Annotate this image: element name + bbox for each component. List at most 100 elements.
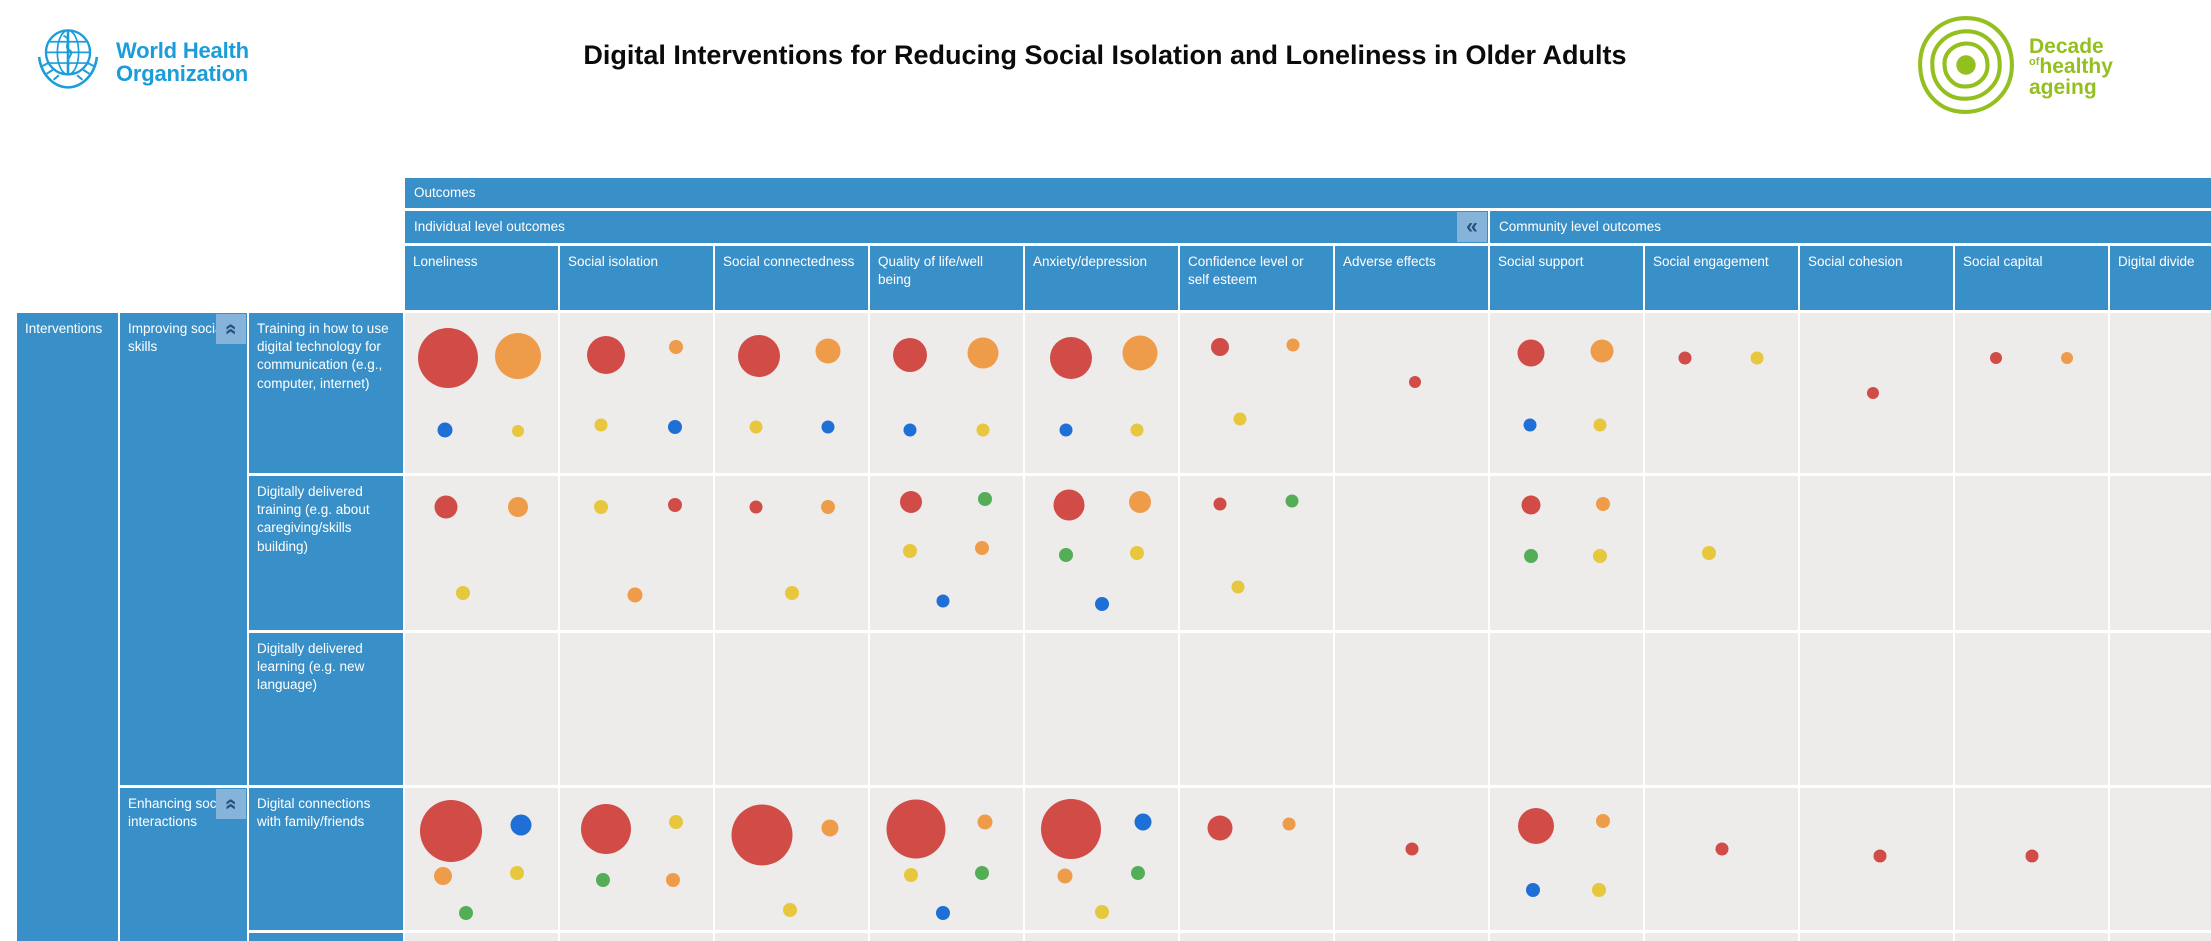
collapse-group-button[interactable]: « xyxy=(216,314,246,344)
evidence-bubble[interactable] xyxy=(495,333,542,380)
evidence-bubble[interactable] xyxy=(1596,813,1611,828)
evidence-bubble[interactable] xyxy=(903,423,917,437)
evidence-bubble[interactable] xyxy=(1867,387,1880,399)
evidence-bubble[interactable] xyxy=(508,496,529,517)
evidence-bubble[interactable] xyxy=(1059,547,1074,562)
evidence-bubble[interactable] xyxy=(821,499,836,514)
evidence-bubble[interactable] xyxy=(821,819,839,837)
evidence-bubble[interactable] xyxy=(1282,817,1296,830)
evidence-bubble[interactable] xyxy=(510,814,532,836)
evidence-bubble[interactable] xyxy=(419,799,482,862)
evidence-bubble[interactable] xyxy=(667,419,682,434)
evidence-bubble[interactable] xyxy=(1517,339,1545,367)
evidence-bubble[interactable] xyxy=(902,544,917,559)
evidence-bubble[interactable] xyxy=(1233,412,1247,426)
evidence-bubble[interactable] xyxy=(886,799,946,859)
evidence-bubble[interactable] xyxy=(1678,351,1692,365)
evidence-bubble[interactable] xyxy=(509,866,524,881)
evidence-bubble[interactable] xyxy=(1715,842,1728,856)
evidence-bubble[interactable] xyxy=(936,594,950,608)
evidence-bubble[interactable] xyxy=(594,499,609,514)
matrix-cell xyxy=(560,933,713,941)
evidence-bubble[interactable] xyxy=(1213,497,1227,511)
evidence-bubble[interactable] xyxy=(892,337,927,372)
evidence-bubble[interactable] xyxy=(669,339,684,354)
evidence-bubble[interactable] xyxy=(1122,335,1158,371)
evidence-bubble[interactable] xyxy=(456,586,471,601)
evidence-bubble[interactable] xyxy=(1521,495,1541,515)
evidence-bubble[interactable] xyxy=(667,498,682,513)
collapse-individual-outcomes-button[interactable]: « xyxy=(1457,212,1487,242)
evidence-bubble[interactable] xyxy=(417,327,478,388)
evidence-bubble[interactable] xyxy=(1750,351,1764,365)
evidence-bubble[interactable] xyxy=(1591,883,1606,898)
evidence-bubble[interactable] xyxy=(784,586,799,601)
evidence-bubble[interactable] xyxy=(1517,808,1554,845)
evidence-bubble[interactable] xyxy=(900,491,923,514)
evidence-bubble[interactable] xyxy=(1285,494,1299,508)
evidence-bubble[interactable] xyxy=(1129,546,1144,560)
evidence-bubble[interactable] xyxy=(1525,883,1540,898)
evidence-bubble[interactable] xyxy=(1702,546,1717,560)
evidence-bubble[interactable] xyxy=(1593,418,1607,432)
evidence-bubble[interactable] xyxy=(1128,491,1151,514)
evidence-bubble[interactable] xyxy=(1593,549,1608,564)
evidence-bubble[interactable] xyxy=(1059,423,1073,437)
evidence-bubble[interactable] xyxy=(459,905,474,920)
collapse-group-button[interactable]: « xyxy=(216,789,246,819)
evidence-bubble[interactable] xyxy=(1210,337,1229,356)
evidence-bubble[interactable] xyxy=(1873,849,1887,863)
evidence-bubble[interactable] xyxy=(1231,580,1245,594)
evidence-bubble[interactable] xyxy=(815,338,841,364)
evidence-bubble[interactable] xyxy=(1405,842,1418,856)
evidence-bubble[interactable] xyxy=(1207,815,1233,841)
evidence-bubble[interactable] xyxy=(904,867,919,882)
evidence-bubble[interactable] xyxy=(1408,375,1421,388)
evidence-bubble[interactable] xyxy=(2025,849,2038,863)
matrix-cell xyxy=(1335,476,1488,630)
evidence-bubble[interactable] xyxy=(1524,549,1539,564)
decade-wordmark-of: of xyxy=(2029,56,2040,69)
evidence-bubble[interactable] xyxy=(2060,351,2073,364)
evidence-bubble[interactable] xyxy=(738,335,781,378)
evidence-bubble[interactable] xyxy=(1596,496,1611,511)
evidence-bubble[interactable] xyxy=(974,866,989,881)
evidence-bubble[interactable] xyxy=(976,423,990,437)
evidence-bubble[interactable] xyxy=(512,425,525,438)
evidence-bubble[interactable] xyxy=(731,804,793,866)
evidence-bubble[interactable] xyxy=(1057,868,1073,884)
intervention-row-label: Digitally delivered learning (e.g. new l… xyxy=(249,633,403,785)
evidence-bubble[interactable] xyxy=(782,903,797,918)
evidence-bubble[interactable] xyxy=(821,420,835,434)
evidence-bubble[interactable] xyxy=(1053,489,1085,521)
evidence-bubble[interactable] xyxy=(749,500,763,514)
evidence-bubble[interactable] xyxy=(1523,418,1537,432)
evidence-bubble[interactable] xyxy=(580,804,631,855)
evidence-bubble[interactable] xyxy=(669,815,684,830)
evidence-bubble[interactable] xyxy=(967,337,999,369)
evidence-bubble[interactable] xyxy=(936,905,951,920)
evidence-bubble[interactable] xyxy=(1131,866,1146,881)
evidence-bubble[interactable] xyxy=(977,492,992,507)
evidence-bubble[interactable] xyxy=(1130,423,1144,437)
evidence-bubble[interactable] xyxy=(1134,813,1152,831)
evidence-bubble[interactable] xyxy=(749,420,763,434)
evidence-bubble[interactable] xyxy=(974,541,989,556)
evidence-bubble[interactable] xyxy=(1590,339,1614,363)
evidence-bubble[interactable] xyxy=(1990,351,2003,364)
evidence-bubble[interactable] xyxy=(1094,904,1109,919)
evidence-bubble[interactable] xyxy=(437,422,453,438)
evidence-bubble[interactable] xyxy=(666,873,681,888)
evidence-bubble[interactable] xyxy=(1040,799,1101,860)
evidence-bubble[interactable] xyxy=(1049,336,1092,379)
evidence-bubble[interactable] xyxy=(594,418,608,432)
evidence-bubble[interactable] xyxy=(586,335,625,374)
evidence-bubble[interactable] xyxy=(977,814,993,830)
evidence-bubble[interactable] xyxy=(434,495,458,519)
evidence-bubble[interactable] xyxy=(595,873,610,888)
evidence-bubble[interactable] xyxy=(627,587,643,603)
matrix-cell xyxy=(1490,788,1643,930)
evidence-bubble[interactable] xyxy=(1286,338,1300,352)
evidence-bubble[interactable] xyxy=(1094,596,1109,611)
evidence-bubble[interactable] xyxy=(434,867,453,886)
